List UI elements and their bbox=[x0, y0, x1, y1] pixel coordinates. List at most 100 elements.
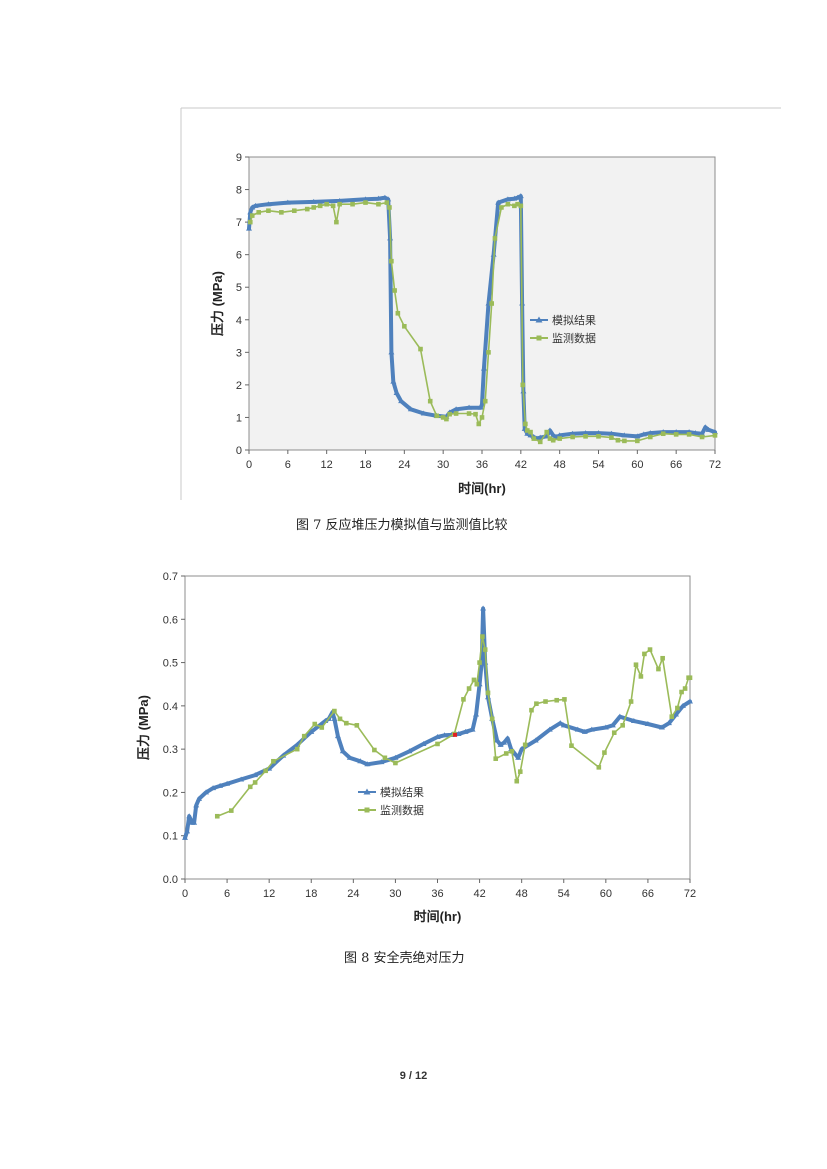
fig7-data-point bbox=[622, 438, 627, 444]
fig7-data-point bbox=[256, 210, 262, 215]
fig7-ytick-label: 4 bbox=[236, 315, 242, 327]
fig7-data-point bbox=[252, 202, 259, 208]
fig7-data-point bbox=[686, 432, 692, 437]
fig7-ytick-label: 5 bbox=[236, 282, 242, 294]
fig8-data-point bbox=[546, 726, 553, 732]
fig8-xtick-label: 0 bbox=[182, 888, 188, 900]
fig7-data-point bbox=[476, 421, 482, 427]
fig8-data-point bbox=[461, 697, 466, 702]
fig8-data-point bbox=[301, 733, 307, 739]
fig7-xtick-label: 18 bbox=[359, 459, 371, 471]
fig7-data-point bbox=[395, 310, 401, 316]
fig8-data-point bbox=[596, 765, 602, 770]
fig8-data-point bbox=[638, 674, 644, 679]
fig8-data-point bbox=[263, 768, 268, 774]
fig8-legend-label: 模拟结果 bbox=[380, 785, 424, 799]
fig7-data-point bbox=[453, 411, 459, 416]
fig8-data-point bbox=[334, 733, 341, 739]
fig8-data-point bbox=[337, 716, 343, 722]
fig7-data-point bbox=[447, 411, 452, 417]
fig8-data-point bbox=[602, 750, 607, 755]
fig8-data-point bbox=[466, 686, 472, 691]
fig7-data-point bbox=[466, 411, 472, 416]
fig8-data-point bbox=[214, 813, 220, 819]
fig7-data-point bbox=[337, 201, 342, 207]
fig8-data-point bbox=[210, 785, 217, 791]
fig7-xtick-label: 12 bbox=[321, 459, 333, 471]
fig8-data-point bbox=[669, 714, 675, 719]
fig7-data-point bbox=[384, 200, 390, 205]
fig8-data-point bbox=[633, 662, 639, 668]
fig8-data-point bbox=[357, 758, 364, 764]
fig7-xtick-label: 54 bbox=[592, 459, 604, 471]
fig8-plot-area bbox=[184, 575, 691, 880]
fig8-data-point bbox=[378, 759, 385, 765]
fig8-data-point bbox=[344, 720, 349, 726]
fig8-data-point bbox=[616, 713, 623, 719]
fig7-data-point bbox=[249, 204, 256, 210]
fig8-data-point bbox=[217, 782, 224, 788]
fig7-data-point bbox=[504, 196, 511, 202]
fig8-data-point bbox=[477, 660, 482, 665]
fig8-data-point bbox=[503, 751, 509, 756]
fig7-data-point bbox=[336, 197, 343, 203]
fig7-ytick-label: 7 bbox=[236, 217, 242, 229]
fig7-data-point bbox=[528, 429, 533, 435]
fig8-legend-marker bbox=[364, 807, 370, 813]
fig8-x-axis-label: 时间(hr) bbox=[414, 909, 462, 924]
fig8-xtick-label: 66 bbox=[642, 888, 654, 900]
fig8-data-point bbox=[511, 750, 518, 756]
fig7-data-point bbox=[524, 430, 531, 436]
fig7-data-point bbox=[311, 205, 317, 210]
fig8-data-point bbox=[569, 743, 574, 748]
fig7-xtick-label: 30 bbox=[437, 459, 449, 471]
fig8-data-point bbox=[186, 813, 193, 819]
fig8-data-point bbox=[682, 686, 688, 691]
fig7-data-point bbox=[330, 203, 336, 209]
fig7-ytick-label: 8 bbox=[236, 185, 242, 197]
fig7-data-point bbox=[583, 434, 588, 439]
fig8-data-point bbox=[679, 702, 686, 708]
fig7-data-point bbox=[544, 429, 550, 435]
fig8-data-point bbox=[562, 697, 567, 702]
fig7-data-point bbox=[334, 219, 339, 225]
fig7-data-point bbox=[523, 421, 528, 427]
fig7-data-point bbox=[324, 201, 329, 207]
fig7-data-point bbox=[402, 323, 407, 329]
fig8-data-point bbox=[557, 720, 564, 726]
fig7-data-point bbox=[292, 208, 297, 214]
fig8-data-point bbox=[203, 789, 210, 795]
fig8-data-point bbox=[331, 715, 338, 721]
fig8-data-point bbox=[252, 780, 258, 785]
fig7-xtick-label: 60 bbox=[631, 459, 643, 471]
fig8-data-point bbox=[581, 728, 588, 734]
fig7-data-point bbox=[392, 288, 397, 293]
fig7-data-point bbox=[531, 436, 537, 441]
fig8-data-point bbox=[238, 776, 245, 782]
fig8-data-point bbox=[182, 834, 188, 840]
fig8-data-point bbox=[517, 769, 523, 774]
fig8-ytick-label: 0.2 bbox=[163, 787, 178, 799]
fig7-data-point bbox=[550, 437, 556, 443]
fig8-data-point bbox=[574, 726, 581, 732]
fig7-data-point bbox=[518, 203, 524, 209]
fig7-data-point bbox=[495, 199, 502, 205]
fig8-xtick-label: 60 bbox=[600, 888, 612, 900]
fig8-data-point bbox=[630, 718, 637, 724]
fig7-data-point bbox=[466, 404, 473, 410]
fig8-caption: 图 8 安全壳绝对压力 bbox=[344, 951, 465, 966]
fig7-xtick-label: 24 bbox=[398, 459, 410, 471]
fig7-data-point bbox=[634, 433, 641, 439]
fig8-data-point bbox=[522, 742, 528, 748]
fig7-data-point bbox=[673, 432, 679, 437]
fig7-data-point bbox=[420, 410, 427, 416]
fig7-caption: 图 7 反应堆压力模拟值与监测值比较 bbox=[296, 518, 508, 533]
fig7-ytick-label: 2 bbox=[236, 380, 242, 392]
fig7-data-point bbox=[249, 213, 255, 218]
fig7-data-point bbox=[556, 432, 563, 438]
fig7-xtick-label: 48 bbox=[554, 459, 566, 471]
fig7-data-point bbox=[570, 434, 575, 440]
fig7-data-point bbox=[473, 411, 478, 417]
fig8-data-point bbox=[493, 756, 499, 761]
